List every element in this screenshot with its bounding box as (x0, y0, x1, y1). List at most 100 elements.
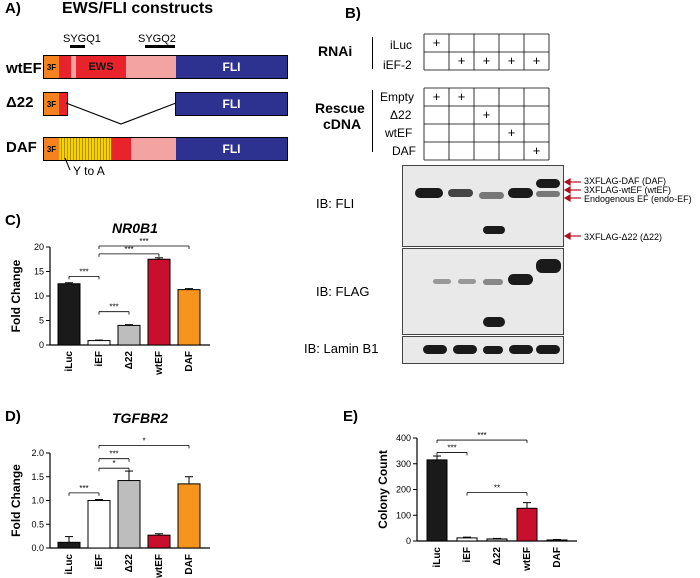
y-tick-label: 15 (34, 267, 44, 277)
x-tick-label: iLuc (64, 351, 75, 372)
blot-flag-label: IB: FLAG (316, 284, 370, 299)
mutation-pointer (64, 157, 71, 171)
chart-colony: 0 100 200 300 400 Colony Count iLuc iEF Δ22 wtEF D… (376, 431, 577, 572)
bar-4 (177, 483, 201, 549)
construct-daf-label: DAF (6, 139, 37, 156)
chart-d-title: TGFBR2 (112, 410, 168, 426)
annotation-arrows (563, 177, 581, 241)
bar-1 (87, 340, 111, 346)
motif-2-label: SYGQ2 (138, 33, 176, 45)
grid-plus: + (433, 89, 441, 104)
y-tick-label: 5 (39, 316, 44, 326)
x-tick-label: Δ22 (124, 554, 135, 573)
sig-label: *** (124, 245, 133, 254)
y-tick-label: 1.5 (31, 472, 44, 482)
panel-a-title: EWS/FLI constructs (62, 0, 214, 17)
blot-fli (402, 165, 564, 247)
construct-d22: 3F (43, 92, 68, 116)
blot-laminb1 (402, 336, 564, 364)
panel-d-label: D) (5, 408, 21, 425)
bar-2 (486, 538, 508, 542)
grid-plus: + (483, 53, 491, 68)
rescue-row-wtef: wtEF (385, 126, 413, 140)
y-tick-label: 0.5 (31, 519, 44, 529)
sig-label: * (112, 459, 115, 468)
y-tick-label: 1.0 (31, 496, 44, 506)
panel-c-label: C) (5, 212, 21, 229)
y-axis-label: Fold Change (9, 259, 23, 332)
blot-flag (402, 248, 564, 335)
chart-tgfbr2: 0.0 0.5 1.0 1.5 2.0 Fold Change iLuc iEF Δ22 wtEF… (9, 436, 210, 578)
blot-fli-label: IB: FLI (316, 196, 355, 211)
y-tick-label: 0 (39, 340, 44, 350)
sig-label: *** (79, 267, 88, 276)
panel-e-label: E) (343, 408, 358, 425)
treatment-grid: + + + + + + + + + + (423, 33, 550, 161)
y-tick-label: 0.0 (31, 543, 44, 553)
chart-nr0b1: 0 5 10 15 20 Fold Change iLuc iEF Δ22 wtEF DAF *** *… (9, 237, 210, 376)
rescue-header-2: cDNA (323, 116, 362, 132)
x-tick-label: wtEF (154, 351, 165, 376)
y-tick-label: 400 (396, 433, 411, 443)
construct-wtef-label: wtEF (6, 60, 42, 77)
sig-label: ** (494, 484, 500, 493)
construct-d22-fli: FLI (175, 92, 288, 116)
grid-plus: + (458, 89, 466, 104)
rnai-divider (372, 37, 373, 69)
x-tick-label: iEF (94, 351, 105, 367)
motif-2-bar (145, 45, 175, 48)
rnai-row-ief2: iEF-2 (383, 58, 412, 72)
x-tick-label: DAF (184, 554, 195, 575)
annotation-d22: 3XFLAG-Δ22 (Δ22) (584, 232, 663, 242)
y-axis-label: Fold Change (9, 464, 23, 537)
ews-domain: EWS (76, 56, 126, 78)
x-tick-label: DAF (184, 351, 195, 372)
grid-plus: + (508, 125, 516, 140)
x-tick-label: DAF (552, 547, 563, 568)
rnai-row-iluc: iLuc (390, 38, 413, 52)
x-tick-label: iLuc (64, 554, 75, 575)
grid-plus: + (533, 143, 541, 158)
construct-d22-label: Δ22 (6, 94, 34, 111)
bar-0 (57, 283, 81, 346)
grid-plus: + (508, 53, 516, 68)
grid-plus: + (533, 53, 541, 68)
annotation-wtef: 3XFLAG-wtEF (wtEF) (584, 185, 672, 195)
panel-a-label: A) (5, 0, 21, 17)
rnai-header: RNAi (318, 43, 353, 59)
rescue-row-empty: Empty (380, 90, 415, 104)
construct-wtef: 3F EWS FLI (43, 55, 288, 79)
sig-label: *** (477, 431, 486, 440)
motif-1-bar (70, 45, 85, 48)
bar-2 (117, 480, 141, 549)
grid-plus: + (458, 53, 466, 68)
annotation-daf: 3XFLAG-DAF (DAF) (584, 176, 667, 186)
x-tick-label: iEF (94, 554, 105, 570)
y-tick-label: 2.0 (31, 448, 44, 458)
panel-b-label: B) (345, 5, 361, 22)
y-tick-label: 200 (396, 485, 411, 495)
grid-plus: + (483, 107, 491, 122)
fli-domain: FLI (176, 56, 287, 78)
bar-3 (147, 534, 171, 549)
x-tick-label: Δ22 (492, 547, 503, 566)
deletion-line (65, 102, 177, 125)
x-tick-label: wtEF (154, 554, 165, 578)
y-tick-label: 0 (406, 536, 411, 546)
bar-2 (117, 324, 141, 346)
y-tick-label: 20 (34, 242, 44, 252)
y-tick-label: 10 (34, 291, 44, 301)
bar-0 (57, 541, 81, 549)
sig-label: * (142, 436, 145, 445)
x-tick-label: iLuc (432, 547, 443, 568)
bar-1 (456, 537, 478, 542)
annotation-endo: Endogenous EF (endo-EF) (584, 194, 692, 204)
sig-label: *** (109, 303, 118, 312)
mutation-label: Y to A (73, 164, 105, 178)
chart-c-title: NR0B1 (112, 220, 158, 236)
sig-label: *** (109, 450, 118, 459)
sig-label: *** (79, 484, 88, 493)
y-tick-label: 300 (396, 459, 411, 469)
rescue-row-d22: Δ22 (390, 108, 412, 122)
bar-0 (426, 459, 448, 542)
